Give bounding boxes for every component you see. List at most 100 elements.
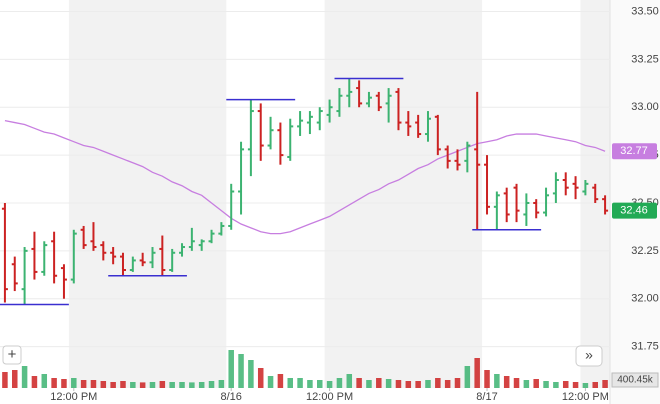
ohlc-bar	[326, 99, 333, 123]
ohlc-bar	[415, 114, 422, 138]
ohlc-bar	[602, 195, 609, 215]
ohlc-bar	[346, 78, 353, 108]
ohlc-bar	[454, 149, 461, 171]
volume-bar	[61, 379, 67, 388]
volume-bar	[562, 381, 569, 388]
ohlc-bar	[169, 248, 176, 272]
y-tick-label: 32.00	[631, 293, 659, 305]
ohlc-bar	[51, 231, 58, 284]
volume-bar	[169, 382, 175, 388]
volume-bar	[494, 374, 500, 388]
ohlc-bar	[60, 264, 67, 299]
volume-bar	[484, 370, 490, 388]
volume-bar	[80, 380, 87, 388]
ohlc-bar	[365, 91, 372, 108]
ohlc-bar	[139, 252, 146, 267]
moving-average-line	[4, 119, 606, 235]
volume-bar	[218, 380, 225, 388]
ohlc-bar	[70, 229, 77, 284]
ohlc-bar	[316, 107, 323, 131]
ohlc-bar	[238, 141, 245, 215]
ohlc-bar	[464, 141, 471, 173]
ohlc-bar	[277, 122, 284, 165]
scroll-button-box[interactable]	[575, 345, 603, 367]
volume-bar	[208, 381, 215, 388]
volume-bar	[139, 382, 146, 388]
volume-bar	[326, 381, 333, 388]
volume-bar	[523, 380, 530, 388]
ohlc-bar	[90, 222, 97, 251]
ohlc-bar	[543, 187, 550, 217]
volume-bar	[602, 380, 608, 388]
ohlc-bar	[188, 227, 195, 251]
ohlc-bar	[21, 247, 28, 305]
ohlc-bar	[474, 91, 481, 230]
ohlc-bar	[119, 252, 126, 276]
volume-bar	[317, 380, 323, 388]
volume-bar	[366, 380, 372, 388]
volume-bar	[572, 382, 579, 388]
volume-bar	[2, 372, 8, 388]
ohlc-bar	[385, 88, 392, 123]
volume-bar	[503, 376, 510, 388]
scroll-button[interactable]: »	[575, 345, 603, 367]
volume-bar	[553, 382, 559, 388]
zoom-button-label[interactable]: +	[8, 346, 17, 363]
ohlc-bar	[336, 88, 343, 117]
ohlc-bar	[257, 103, 264, 161]
volume-bar	[346, 374, 353, 388]
price-badge	[612, 143, 657, 160]
volume-bar	[41, 374, 48, 388]
volume-bar	[31, 376, 38, 388]
ohlc-bar	[306, 111, 313, 135]
scroll-button-label[interactable]: »	[585, 347, 593, 363]
ohlc-bar	[484, 155, 491, 215]
volume-bar	[130, 382, 136, 388]
volume-bar	[376, 378, 382, 388]
volume-bar	[415, 381, 421, 388]
ohlc-bar	[523, 193, 530, 226]
ohlc-bar	[562, 172, 569, 196]
volume-bar	[297, 378, 303, 388]
ohlc-bar	[444, 145, 451, 169]
y-tick-label: 32.25	[631, 245, 659, 257]
ohlc-bar	[179, 243, 186, 257]
ohlc-bar	[375, 91, 382, 112]
price-badge-label: 32.77	[620, 145, 648, 157]
volume-bar	[149, 382, 156, 388]
ohlc-bar	[513, 183, 520, 223]
ohlc-bar	[218, 222, 225, 236]
ohlc-bar	[11, 256, 18, 292]
volume-bar	[582, 383, 589, 388]
volume-bar	[533, 379, 539, 388]
ohlc-bar	[267, 116, 274, 150]
zoom-button[interactable]: +	[2, 345, 22, 365]
ohlc-bar	[198, 239, 205, 251]
ohlc-bar	[582, 180, 589, 196]
volume-bar	[543, 381, 549, 388]
volume-bar	[179, 382, 185, 388]
y-tick-label: 33.50	[631, 5, 659, 17]
volume-badge	[611, 372, 659, 388]
ohlc-bar	[503, 187, 510, 223]
ohlc-bar	[80, 225, 87, 249]
ohlc-bar	[434, 114, 441, 156]
price-badge	[612, 202, 657, 219]
volume-bar	[385, 379, 392, 388]
zoom-button-box[interactable]	[2, 345, 22, 365]
volume-bar	[454, 378, 461, 388]
x-tick-label: 12:00 PM	[562, 391, 609, 403]
ohlc-bar	[100, 241, 107, 261]
volume-bar	[120, 381, 126, 388]
volume-bar	[395, 380, 402, 388]
ohlc-bar	[552, 172, 559, 203]
ohlc-bar	[247, 99, 254, 177]
volume-bar	[277, 374, 284, 388]
volume-bar	[474, 358, 480, 388]
volume-bar	[425, 380, 431, 388]
volume-bar	[198, 382, 205, 388]
ohlc-bar	[1, 202, 8, 303]
volume-bar	[287, 378, 293, 388]
ohlc-bar	[572, 176, 579, 200]
volume-bar	[513, 378, 520, 388]
